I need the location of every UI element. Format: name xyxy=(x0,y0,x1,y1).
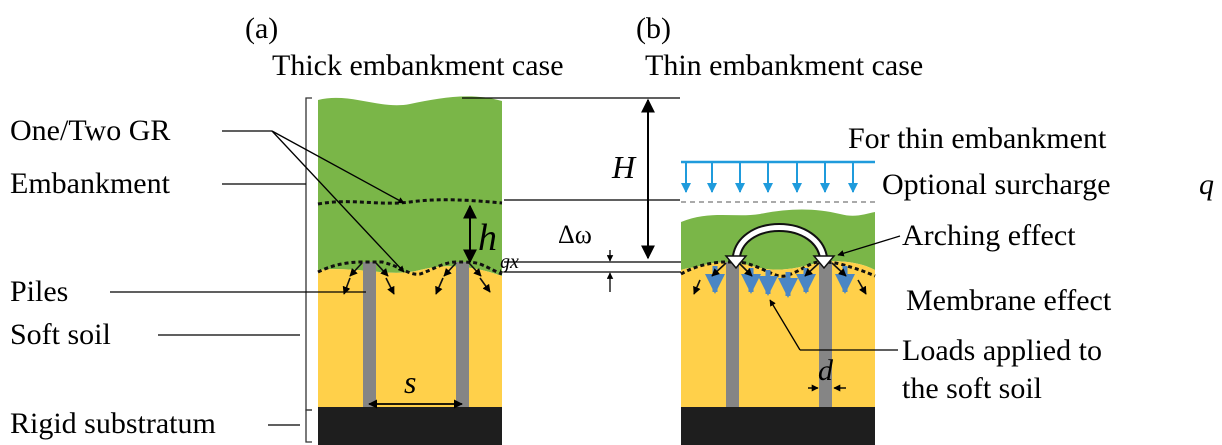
gr-leader-lines xyxy=(222,130,405,273)
panel-a-cross-section xyxy=(317,96,503,445)
q-symbol: q xyxy=(1199,168,1214,201)
embankment-b xyxy=(681,209,875,270)
left-brace xyxy=(305,97,312,443)
rigid-substratum-b xyxy=(681,407,875,445)
piles-label: Piles xyxy=(10,275,68,308)
embankment-a xyxy=(318,96,502,276)
delta-omega-symbol: Δω xyxy=(558,220,592,249)
geosynthetic-upper-a xyxy=(317,198,503,206)
panel-b-cross-section xyxy=(680,160,876,445)
pile-a-left xyxy=(363,262,376,407)
loads-label-line1: Loads applied to xyxy=(902,334,1102,367)
s-symbol: s xyxy=(404,364,416,400)
panel-a-tag: (a) xyxy=(245,12,278,45)
loads-label-line2: the soft soil xyxy=(902,372,1042,405)
soil-pressure-arrows-a xyxy=(342,262,491,295)
soft-soil-label: Soft soil xyxy=(10,318,111,351)
thin-note-line2: Optional surcharge xyxy=(882,168,1111,201)
arching-arrowhead-left xyxy=(724,255,748,270)
middle-dimensions xyxy=(462,97,690,292)
H-symbol: H xyxy=(611,149,637,185)
pile-b-right xyxy=(819,262,832,407)
arching-arrowhead-right xyxy=(812,255,836,270)
gr-label: One/Two GR xyxy=(10,114,170,147)
arching-leader xyxy=(837,235,901,257)
panel-b-tag: (b) xyxy=(636,12,671,45)
thin-note-line1: For thin embankment xyxy=(848,122,1107,155)
membrane-label: Membrane effect xyxy=(906,284,1112,317)
pile-a-right xyxy=(456,262,469,407)
panel-b-title: Thin embankment case xyxy=(645,49,923,82)
h-symbol: h xyxy=(478,217,497,259)
loads-leader xyxy=(769,299,898,351)
d-symbol: d xyxy=(818,354,834,387)
panel-a-title: Thick embankment case xyxy=(272,49,564,82)
geosynthetic-b xyxy=(680,260,876,278)
arching-label: Arching effect xyxy=(902,219,1076,252)
embankment-label: Embankment xyxy=(10,167,171,200)
pile-b-left xyxy=(726,262,739,407)
surcharge-arrows xyxy=(681,162,858,193)
rigid-substratum-label: Rigid substratum xyxy=(10,407,216,440)
membrane-arrows xyxy=(693,262,867,295)
rigid-substratum-a xyxy=(318,407,502,445)
geosynthetic-lower-a xyxy=(317,260,503,276)
